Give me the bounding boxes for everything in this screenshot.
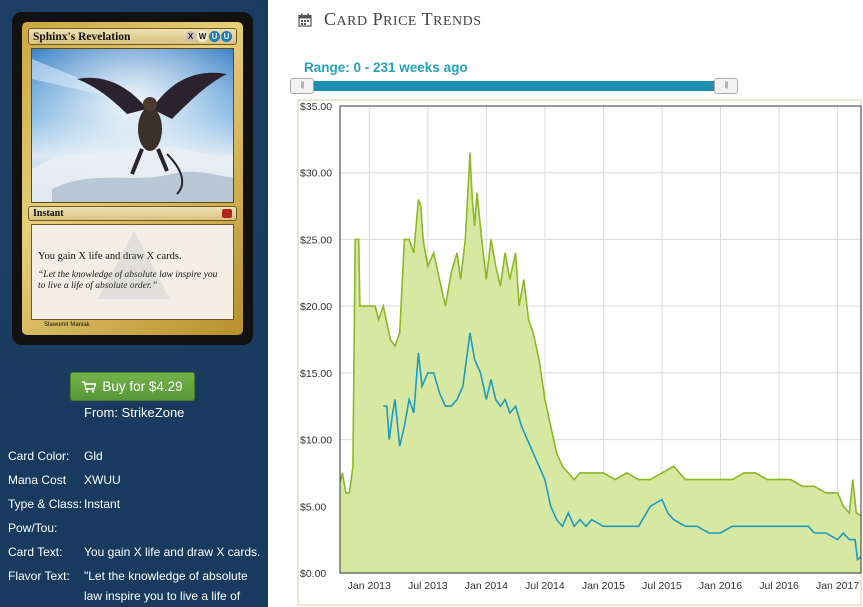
- range-label: Range: 0 - 231 weeks ago: [304, 60, 468, 75]
- x-tick-label: Jul 2016: [759, 580, 799, 592]
- x-tick-label: Jan 2017: [816, 580, 859, 592]
- plot-border: [339, 105, 862, 574]
- detail-row: Flavor Text: "Let the knowledge of absolu…: [8, 569, 266, 606]
- panel-title-initial: C: [324, 9, 337, 29]
- x-tick-label: Jan 2016: [699, 580, 742, 592]
- series-area-fill: [340, 152, 861, 573]
- panel-header: Card Price Trends: [298, 9, 482, 30]
- y-tick-label: $35.00: [300, 101, 332, 113]
- card-name: Sphinx's Revelation: [33, 30, 131, 43]
- mana-symbol-icon: U: [209, 31, 220, 42]
- x-tick-label: Jul 2015: [642, 580, 682, 592]
- x-tick-label: Jan 2015: [582, 580, 625, 592]
- y-tick-label: $25.00: [300, 234, 332, 246]
- y-tick-label: $0.00: [300, 568, 326, 580]
- detail-value: You gain X life and draw X cards.: [84, 545, 261, 559]
- mana-symbol-icon: W: [197, 31, 208, 42]
- x-tick-label: Jul 2014: [525, 580, 565, 592]
- x-tick-label: Jan 2013: [348, 580, 391, 592]
- shopping-cart-icon: [82, 380, 97, 393]
- detail-row: Pow/Tou:: [8, 521, 266, 535]
- detail-value: "Let the knowledge of absolute law inspi…: [84, 569, 248, 603]
- detail-value: Instant: [84, 497, 121, 511]
- detail-label: Card Color:: [8, 449, 70, 463]
- panel-title-rest: rends: [433, 14, 482, 29]
- detail-label: Flavor Text:: [8, 569, 70, 583]
- detail-value: XWUU: [84, 473, 121, 487]
- card-flavor-text: “Let the knowledge of absolute law inspi…: [38, 270, 218, 291]
- azorius-watermark-icon: [98, 231, 170, 299]
- panel-title: Card Price Trends: [324, 9, 482, 30]
- price-trends-panel: Card Price Trends Range: 0 - 231 weeks a…: [290, 0, 863, 607]
- detail-value: Gld: [84, 449, 103, 463]
- buy-button[interactable]: Buy for $4.29: [70, 372, 195, 401]
- y-tick-label: $10.00: [300, 435, 332, 447]
- mana-symbol-icon: X: [185, 31, 196, 42]
- calendar-icon: [298, 13, 312, 27]
- y-tick-label: $15.00: [300, 368, 332, 380]
- detail-label: Pow/Tou:: [8, 521, 58, 535]
- price-chart: $0.00 $5.00 $10.00 $15.00 $20.00 $25.00 $30.00…: [290, 98, 863, 607]
- detail-label: Card Text:: [8, 545, 63, 559]
- detail-label: Mana Cost: [8, 473, 67, 487]
- mana-symbol-icon: U: [221, 31, 232, 42]
- card-type-text: Instant: [33, 208, 64, 219]
- detail-row: Mana Cost XWUU: [8, 473, 266, 487]
- detail-value: [84, 521, 266, 535]
- buy-button-label: Buy for $4.29: [102, 379, 183, 394]
- series-line-2: [383, 332, 862, 562]
- detail-row: Card Color: Gld: [8, 449, 266, 463]
- range-slider-start-handle[interactable]: |||: [290, 78, 314, 94]
- range-slider-track[interactable]: [298, 81, 738, 91]
- set-symbol-icon: [222, 209, 232, 218]
- card-rules-text: You gain X life and draw X cards.: [38, 251, 182, 262]
- panel-title-rest: ard: [336, 14, 368, 29]
- panel-title-initial: T: [421, 9, 434, 29]
- card-details: Card Color: Gld Mana Cost XWUU Type & Class:…: [8, 449, 266, 607]
- card-artwork: [31, 48, 234, 203]
- detail-label: Type & Class:: [8, 497, 83, 511]
- y-tick-label: $30.00: [300, 168, 332, 180]
- card-artist-credit: Slawomir Maniak: [44, 322, 90, 328]
- panel-title-rest: rice: [383, 14, 417, 29]
- panel-title-initial: P: [372, 9, 384, 29]
- series-line-1: [339, 152, 862, 517]
- card-type-line: Instant: [28, 206, 237, 221]
- card-text-box: You gain X life and draw X cards. “Let t…: [31, 224, 234, 320]
- sphinx-artwork-icon: [32, 49, 233, 202]
- seller-name: From: StrikeZone: [84, 405, 185, 420]
- detail-row: Type & Class: Instant: [8, 497, 266, 511]
- range-slider-end-handle[interactable]: |||: [714, 78, 738, 94]
- price-chart-svg: $0.00 $5.00 $10.00 $15.00 $20.00 $25.00 $30.00…: [297, 99, 862, 606]
- x-tick-label: Jan 2014: [465, 580, 508, 592]
- detail-row: Card Text: You gain X life and draw X car…: [8, 545, 266, 559]
- y-tick-label: $5.00: [300, 501, 326, 513]
- y-tick-label: $20.00: [300, 301, 332, 313]
- x-tick-label: Jul 2013: [408, 580, 448, 592]
